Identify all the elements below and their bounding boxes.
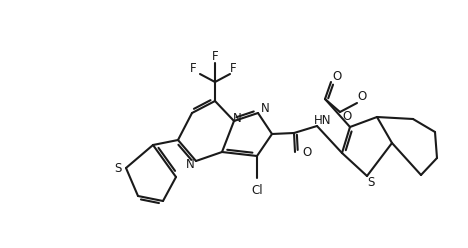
Text: N: N [233, 112, 241, 124]
Text: O: O [358, 91, 366, 103]
Text: F: F [230, 62, 236, 74]
Text: S: S [367, 177, 375, 189]
Text: O: O [343, 111, 351, 124]
Text: Cl: Cl [251, 185, 263, 197]
Text: F: F [212, 50, 218, 62]
Text: O: O [302, 146, 312, 158]
Text: N: N [261, 102, 270, 116]
Text: N: N [186, 157, 194, 171]
Text: F: F [190, 62, 196, 74]
Text: HN: HN [314, 115, 332, 127]
Text: S: S [114, 161, 122, 175]
Text: O: O [332, 69, 342, 83]
